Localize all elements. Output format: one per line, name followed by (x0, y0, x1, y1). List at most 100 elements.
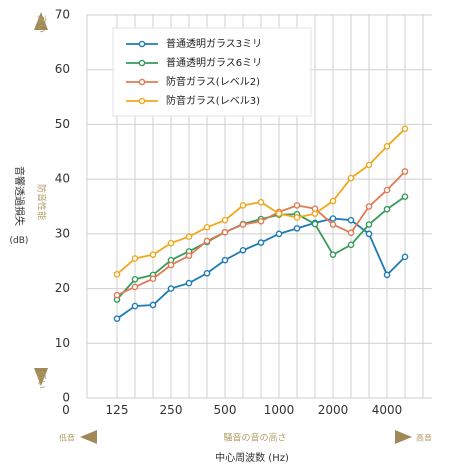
data-point-1-13 (347, 241, 355, 249)
data-point-2-13 (347, 229, 355, 237)
x-tick-label-3: 1000 (264, 403, 295, 417)
data-point-0-10 (293, 225, 301, 232)
data-point-2-7 (239, 221, 247, 228)
y-tick-label-5: 50 (55, 117, 70, 131)
y-arrow-top-label: 高い (36, 15, 48, 33)
data-point-0-1 (131, 302, 139, 310)
y-tick-label-2: 20 (55, 281, 70, 295)
data-point-2-14 (365, 203, 373, 210)
legend-swatch-marker-2 (138, 78, 146, 86)
data-point-3-10 (293, 214, 301, 221)
data-point-3-11 (311, 210, 319, 217)
series-0 (113, 215, 409, 322)
data-point-3-15 (383, 143, 391, 150)
data-point-0-9 (275, 230, 283, 238)
x-tick-label-origin: 0 (62, 403, 70, 417)
data-point-2-6 (221, 228, 229, 236)
data-point-0-14 (365, 230, 373, 238)
x-arrow-right-head (395, 430, 412, 444)
data-point-2-4 (185, 252, 193, 260)
x-arrow-right-label: 高音 (416, 433, 432, 443)
data-point-3-13 (347, 174, 355, 182)
data-point-0-12 (329, 215, 337, 222)
data-point-3-2 (149, 251, 157, 258)
data-point-3-7 (239, 202, 247, 209)
y-arrow-down-head (34, 368, 48, 386)
data-point-2-10 (293, 202, 301, 209)
x-annotation-arrow: 騒音の音の高さ 低音 高音 (59, 430, 432, 444)
x-tick-label-0: 125 (106, 403, 129, 417)
series-layer (113, 125, 409, 322)
data-point-2-3 (167, 261, 175, 269)
y-axis-unit: (dB) (10, 236, 29, 246)
data-point-1-14 (365, 221, 373, 228)
legend-label-0: 普通透明ガラス3ミリ (166, 37, 262, 50)
data-point-0-16 (401, 253, 409, 261)
data-point-0-15 (383, 271, 391, 279)
y-axis-title: 音響透過損失 (13, 166, 26, 226)
data-point-3-4 (185, 233, 193, 240)
y-tick-label-1: 10 (55, 336, 70, 350)
data-point-3-1 (131, 255, 139, 262)
legend-item-0: 普通透明ガラス3ミリ (126, 37, 262, 50)
data-point-2-16 (401, 168, 409, 175)
data-point-2-5 (203, 237, 211, 245)
data-point-3-9 (275, 210, 283, 217)
x-tick-label-4: 2000 (318, 403, 349, 417)
y-tick-label-7: 70 (55, 8, 70, 22)
x-tick-label-1: 250 (160, 403, 183, 417)
data-point-3-6 (221, 216, 229, 224)
legend-label-3: 防音ガラス(レベル3) (166, 94, 260, 107)
y-axis-ticks: 0 10 20 30 40 50 60 70 (55, 8, 70, 405)
data-point-0-6 (221, 256, 229, 264)
y-tick-label-4: 40 (55, 172, 70, 186)
data-point-2-2 (149, 275, 157, 283)
data-point-1-16 (401, 193, 409, 200)
data-point-0-0 (113, 315, 121, 322)
data-point-1-11 (311, 220, 319, 228)
data-point-2-1 (131, 283, 139, 291)
y-annotation-arrow: 防音性能 高い 低い (34, 12, 48, 389)
y-tick-label-6: 60 (55, 62, 70, 76)
series-2 (113, 168, 409, 299)
data-point-0-5 (203, 269, 211, 277)
x-tick-label-5: 4000 (372, 403, 403, 417)
data-point-1-1 (131, 275, 139, 283)
data-point-0-2 (149, 301, 157, 309)
legend-swatch-marker-3 (138, 97, 146, 105)
y-arrow-middle-label: 防音性能 (36, 184, 48, 220)
data-point-3-14 (365, 161, 373, 169)
legend-label-2: 防音ガラス(レベル2) (166, 75, 260, 88)
legend-item-1: 普通透明ガラス6ミリ (126, 56, 262, 69)
data-point-3-12 (329, 197, 337, 205)
legend-item-3: 防音ガラス(レベル3) (126, 94, 260, 107)
data-point-3-3 (167, 239, 175, 247)
data-point-2-8 (257, 217, 265, 225)
data-point-2-0 (113, 291, 121, 299)
data-point-0-7 (239, 246, 247, 254)
data-point-3-8 (257, 198, 265, 206)
data-point-0-8 (257, 239, 265, 246)
data-point-2-12 (329, 221, 337, 228)
x-axis-ticks: 0 125 250 500 1000 2000 4000 (62, 403, 402, 417)
x-arrow-left-label: 低音 (59, 433, 75, 443)
data-point-3-0 (113, 271, 121, 278)
data-point-3-16 (401, 125, 409, 133)
y-arrow-bottom-label: 低い (36, 371, 48, 389)
data-point-2-15 (383, 186, 391, 194)
y-tick-label-0: 0 (62, 391, 70, 405)
x-arrow-middle-label: 騒音の音の高さ (223, 432, 286, 444)
data-point-0-3 (167, 285, 175, 292)
legend-swatch-marker-1 (138, 59, 146, 67)
legend-swatch-marker-0 (138, 40, 146, 48)
data-point-0-13 (347, 216, 355, 224)
y-tick-label-3: 30 (55, 226, 70, 240)
legend-item-2: 防音ガラス(レベル2) (126, 75, 260, 88)
data-point-3-5 (203, 223, 211, 231)
x-tick-label-2: 500 (214, 403, 237, 417)
data-point-1-12 (329, 251, 337, 258)
data-point-0-4 (185, 279, 193, 287)
x-axis-title: 中心周波数 (Hz) (215, 451, 289, 464)
